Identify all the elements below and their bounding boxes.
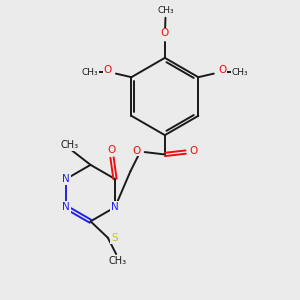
Text: CH₃: CH₃ [82, 68, 98, 76]
Text: CH₃: CH₃ [157, 6, 174, 15]
Text: O: O [107, 145, 116, 154]
Text: N: N [62, 202, 70, 212]
Text: O: O [218, 65, 226, 75]
Text: O: O [103, 65, 112, 75]
Text: CH₃: CH₃ [60, 140, 78, 150]
Text: O: O [161, 28, 169, 38]
Text: O: O [190, 146, 198, 156]
Text: S: S [111, 233, 118, 243]
Text: CH₃: CH₃ [232, 68, 248, 76]
Text: N: N [111, 202, 119, 212]
Text: N: N [62, 174, 70, 184]
Text: O: O [133, 146, 141, 156]
Text: CH₃: CH₃ [109, 256, 127, 266]
